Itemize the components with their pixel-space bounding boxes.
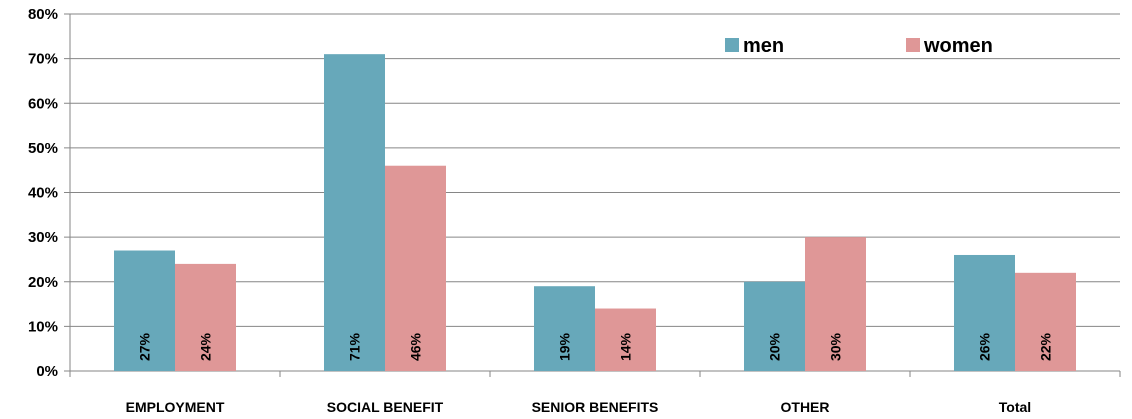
bar-women xyxy=(805,237,866,371)
x-category-label: Total xyxy=(999,399,1031,415)
bar-men xyxy=(954,254,1015,371)
data-label: 71% xyxy=(347,332,363,361)
data-label: 22% xyxy=(1038,332,1054,361)
x-category-label: SOCIAL BENEFIT xyxy=(327,399,444,415)
y-tick-label: 40% xyxy=(28,185,58,202)
bar-women xyxy=(595,308,656,371)
y-tick-label: 70% xyxy=(28,51,58,68)
data-label: 19% xyxy=(557,332,573,361)
legend-swatch-men xyxy=(725,38,739,52)
data-label: 26% xyxy=(977,332,993,361)
x-category-label: OTHER xyxy=(781,399,830,415)
bar-men xyxy=(324,54,385,371)
bar-men xyxy=(744,281,805,371)
data-label: 27% xyxy=(137,332,153,361)
data-label: 24% xyxy=(198,332,214,361)
bar-men xyxy=(534,286,595,371)
y-tick-label: 10% xyxy=(28,318,58,335)
data-label: 14% xyxy=(618,332,634,361)
x-category-label: EMPLOYMENT xyxy=(126,399,225,415)
data-label: 30% xyxy=(828,332,844,361)
x-category-label: SENIOR BENEFITS xyxy=(532,399,659,415)
y-tick-label: 30% xyxy=(28,229,58,246)
bar-women xyxy=(1015,272,1076,371)
legend-swatch-women xyxy=(906,38,920,52)
y-tick-label: 50% xyxy=(28,140,58,157)
legend-label-women: women xyxy=(923,35,993,57)
y-tick-label: 20% xyxy=(28,274,58,291)
y-tick-label: 80% xyxy=(28,6,58,23)
y-tick-label: 60% xyxy=(28,95,58,112)
bar-women xyxy=(175,263,236,371)
data-label: 46% xyxy=(408,332,424,361)
data-label: 20% xyxy=(767,332,783,361)
bar-men xyxy=(114,250,175,371)
y-tick-label: 0% xyxy=(36,363,58,380)
legend-label-men: men xyxy=(743,35,784,57)
bar-women xyxy=(385,165,446,371)
